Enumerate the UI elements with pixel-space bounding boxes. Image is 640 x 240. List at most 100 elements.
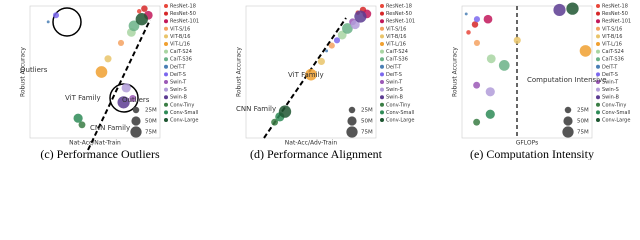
legend-label: Swin-S bbox=[386, 87, 403, 93]
size-legend-label: 50M bbox=[145, 119, 157, 125]
annotation: Outliers bbox=[20, 66, 48, 74]
legend-swatch bbox=[164, 118, 168, 122]
data-point bbox=[135, 13, 148, 26]
data-point bbox=[473, 16, 480, 23]
legend-label: Swin-S bbox=[602, 87, 619, 93]
data-point bbox=[483, 14, 493, 24]
size-legend-circle bbox=[564, 106, 572, 114]
data-point bbox=[513, 36, 521, 44]
data-point bbox=[129, 94, 137, 102]
legend-label: ResNet-18 bbox=[170, 4, 196, 10]
size-legend-label: 50M bbox=[361, 119, 373, 125]
legend-label: ViT-L/16 bbox=[386, 42, 406, 48]
legend-label: ViT-B/16 bbox=[602, 34, 622, 40]
legend-swatch bbox=[164, 80, 168, 84]
legend-label: ResNet-18 bbox=[602, 4, 628, 10]
page: Robust Accuracy Nat-Acc/Nat-Train ResNet-1… bbox=[19, 2, 632, 160]
data-point bbox=[579, 45, 592, 57]
legend-swatch bbox=[380, 80, 384, 84]
legend-swatch bbox=[164, 102, 168, 107]
legend-label: ViT-S/16 bbox=[602, 26, 622, 32]
legend-swatch bbox=[596, 49, 600, 54]
legend-swatch bbox=[596, 118, 600, 122]
legend-label: ViT-L/16 bbox=[602, 42, 622, 48]
size-legend-circle bbox=[563, 116, 573, 126]
annotation: Outliers bbox=[122, 96, 150, 104]
legend-label: ResNet-101 bbox=[602, 19, 631, 25]
legend-swatch bbox=[164, 110, 168, 115]
legend-swatch bbox=[596, 11, 600, 16]
legend-swatch bbox=[164, 57, 168, 62]
plot-area bbox=[29, 5, 161, 139]
data-point bbox=[350, 19, 360, 30]
data-point bbox=[342, 23, 353, 34]
data-point bbox=[485, 109, 495, 119]
legend-label: ResNet-101 bbox=[386, 19, 415, 25]
annotation: CNN Family bbox=[236, 105, 276, 113]
legend-swatch bbox=[380, 4, 384, 8]
legend-label: CaiT-S24 bbox=[386, 49, 408, 55]
data-point bbox=[473, 81, 481, 89]
legend-label: DeiT-T bbox=[170, 64, 186, 70]
legend-swatch bbox=[596, 110, 600, 115]
legend-swatch bbox=[596, 42, 600, 46]
y-axis-label: Robust Accuracy bbox=[20, 47, 27, 97]
legend-swatch bbox=[596, 102, 600, 107]
data-point bbox=[471, 21, 479, 28]
figure: Robust Accuracy Nat-Acc/Nat-Train ResNet-1… bbox=[20, 2, 631, 160]
legend-label: ViT-L/16 bbox=[170, 42, 190, 48]
legend-label: Conv-Tiny bbox=[602, 102, 626, 108]
legend-label: Swin-S bbox=[170, 87, 187, 93]
annotation: ViT Family bbox=[65, 94, 101, 102]
data-point bbox=[128, 20, 140, 32]
size-legend-circle bbox=[348, 106, 356, 114]
data-point bbox=[473, 39, 480, 47]
data-point bbox=[466, 30, 471, 35]
legend-swatch bbox=[164, 42, 168, 46]
data-point bbox=[136, 9, 142, 14]
data-point bbox=[104, 55, 112, 63]
legend-label: Conv-Small bbox=[386, 110, 414, 116]
caption: (c) Performance Outliers bbox=[40, 147, 160, 160]
legend-label: DeiT-T bbox=[386, 64, 402, 70]
plot-area bbox=[461, 5, 593, 139]
legend-swatch bbox=[596, 26, 600, 31]
data-point bbox=[117, 39, 125, 47]
legend-label: ViT-B/16 bbox=[386, 34, 406, 40]
legend-swatch bbox=[164, 72, 168, 77]
trend-line bbox=[87, 19, 151, 151]
legend-swatch bbox=[164, 87, 168, 92]
legend-swatch bbox=[380, 49, 384, 54]
legend-swatch bbox=[164, 95, 168, 100]
legend-label: Conv-Tiny bbox=[386, 102, 410, 108]
legend-label: Swin-B bbox=[386, 95, 403, 101]
data-point bbox=[354, 10, 367, 23]
data-point bbox=[317, 57, 325, 66]
data-point bbox=[325, 49, 329, 53]
legend-swatch bbox=[380, 110, 384, 115]
legend-swatch bbox=[596, 80, 600, 84]
data-point bbox=[305, 68, 317, 81]
size-legend-circle bbox=[131, 116, 141, 126]
legend-label: Swin-T bbox=[386, 80, 403, 86]
data-point bbox=[473, 118, 481, 126]
y-axis-label: Robust Accuracy bbox=[236, 47, 243, 97]
legend-label: CaiT-S24 bbox=[602, 49, 624, 55]
legend-swatch bbox=[164, 4, 168, 8]
annotation: ViT Family bbox=[288, 71, 324, 79]
legend-swatch bbox=[380, 118, 384, 122]
data-point bbox=[333, 37, 341, 44]
data-point bbox=[95, 66, 108, 78]
legend-swatch bbox=[380, 102, 384, 107]
legend-swatch bbox=[380, 64, 384, 69]
data-point bbox=[271, 118, 279, 126]
caption: (e) Computation Intensity bbox=[470, 147, 594, 160]
size-legend-circle bbox=[562, 126, 574, 138]
legend-label: ResNet-50 bbox=[170, 11, 196, 17]
data-point bbox=[498, 60, 510, 71]
legend-swatch bbox=[164, 64, 168, 69]
legend-swatch bbox=[380, 95, 384, 100]
size-legend-circle bbox=[130, 126, 142, 138]
legend-swatch bbox=[380, 57, 384, 62]
legend-label: Conv-Tiny bbox=[170, 102, 194, 108]
